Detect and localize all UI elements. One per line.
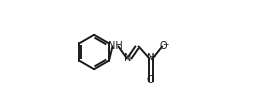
Text: +: + — [149, 52, 156, 61]
Text: O: O — [160, 41, 167, 51]
Text: N: N — [147, 53, 154, 63]
Text: −: − — [163, 40, 169, 49]
Text: NH: NH — [108, 41, 123, 51]
Text: N: N — [124, 53, 132, 63]
Text: O: O — [147, 75, 155, 85]
